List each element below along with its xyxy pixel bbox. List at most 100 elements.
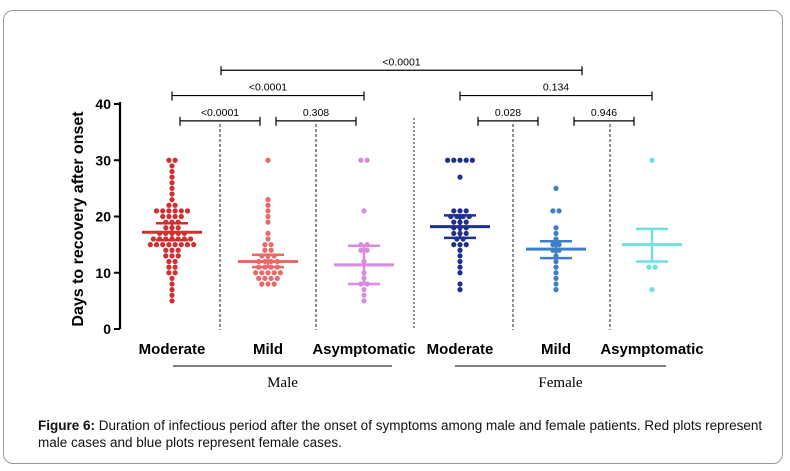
data-point xyxy=(649,287,655,293)
data-point xyxy=(445,157,451,163)
data-point xyxy=(169,168,175,175)
data-point xyxy=(169,298,175,304)
data-point xyxy=(268,242,274,248)
data-point xyxy=(166,213,172,220)
data-point xyxy=(169,253,175,259)
group-label: Female xyxy=(538,375,582,391)
data-point xyxy=(169,191,175,197)
data-point xyxy=(169,180,175,186)
data-point xyxy=(166,270,172,276)
data-point xyxy=(361,292,367,298)
data-point xyxy=(169,275,175,281)
data-point xyxy=(172,157,178,163)
data-point xyxy=(265,236,271,242)
data-point xyxy=(147,242,153,248)
data-point xyxy=(469,157,475,163)
data-point xyxy=(652,264,658,270)
p-value-label: 0.134 xyxy=(543,82,569,94)
data-point xyxy=(457,242,463,248)
data-point xyxy=(457,287,463,293)
data-point xyxy=(649,157,655,163)
x-tick-label: Asymptomatic xyxy=(600,341,703,358)
data-point xyxy=(253,270,259,276)
data-point xyxy=(265,157,271,163)
data-point xyxy=(150,236,156,242)
data-point xyxy=(550,242,556,248)
x-tick-labels: Moderate Mild Asymptomatic Moderate Mild Asym… xyxy=(139,341,704,358)
data-point xyxy=(163,247,169,253)
data-point xyxy=(175,253,181,259)
data-point xyxy=(553,270,559,276)
data-point xyxy=(166,264,172,270)
data-point xyxy=(457,247,463,253)
data-point xyxy=(262,242,268,248)
data-point xyxy=(451,157,457,163)
data-point xyxy=(175,247,181,253)
data-point xyxy=(184,208,191,214)
x-tick-label: Mild xyxy=(541,341,571,358)
data-point xyxy=(262,275,268,281)
data-point xyxy=(265,213,271,220)
data-point xyxy=(172,242,178,248)
data-points xyxy=(142,157,682,304)
data-point xyxy=(553,287,559,293)
data-point xyxy=(646,264,652,270)
data-point xyxy=(553,225,559,231)
data-point xyxy=(463,157,469,163)
p-value-label: <0.0001 xyxy=(249,82,287,94)
data-point xyxy=(361,208,367,214)
data-point xyxy=(271,270,277,276)
data-point xyxy=(556,242,562,248)
data-point xyxy=(550,208,556,214)
data-point xyxy=(451,242,457,248)
data-point xyxy=(169,247,175,253)
data-point xyxy=(169,281,175,287)
data-point xyxy=(172,258,178,265)
group-labels: Male Female xyxy=(173,365,666,391)
data-point xyxy=(457,208,463,214)
data-point xyxy=(451,219,457,225)
data-point xyxy=(262,247,268,253)
data-point xyxy=(160,213,166,220)
data-point xyxy=(178,242,184,248)
figure-caption: Figure 6: Duration of infectious period … xyxy=(38,417,768,451)
data-point xyxy=(188,236,194,242)
data-point xyxy=(169,185,175,191)
data-point xyxy=(274,275,280,281)
data-point xyxy=(265,230,271,236)
x-tick-label: Asymptomatic xyxy=(312,341,415,358)
data-point xyxy=(166,242,172,248)
data-point xyxy=(457,281,463,287)
data-point xyxy=(169,163,175,169)
data-point xyxy=(463,219,469,225)
data-point xyxy=(463,230,469,236)
data-point xyxy=(265,219,271,225)
data-point xyxy=(451,208,457,214)
data-point xyxy=(256,275,262,281)
data-point xyxy=(166,208,172,214)
data-point xyxy=(163,225,169,231)
data-point xyxy=(169,174,175,180)
caption-text: Duration of infectious period after the … xyxy=(38,418,763,450)
p-value-label: 0.308 xyxy=(303,107,329,119)
y-tick-label: 0 xyxy=(103,321,111,337)
data-point xyxy=(451,230,457,236)
caption-label: Figure 6: xyxy=(38,418,96,433)
p-value-label: <0.0001 xyxy=(201,107,239,119)
x-tick-label: Moderate xyxy=(427,341,494,358)
data-point xyxy=(259,281,265,287)
data-point xyxy=(172,208,178,214)
data-point xyxy=(277,270,283,276)
data-point xyxy=(191,242,197,248)
data-point xyxy=(457,157,463,163)
data-point xyxy=(457,258,463,265)
y-tick-label: 10 xyxy=(95,265,111,281)
data-point xyxy=(457,264,463,270)
data-point xyxy=(457,253,463,259)
data-point xyxy=(358,247,364,253)
data-point xyxy=(361,287,367,293)
data-point xyxy=(160,208,166,214)
data-point xyxy=(553,185,559,191)
data-point xyxy=(178,213,184,220)
data-point xyxy=(265,208,271,214)
